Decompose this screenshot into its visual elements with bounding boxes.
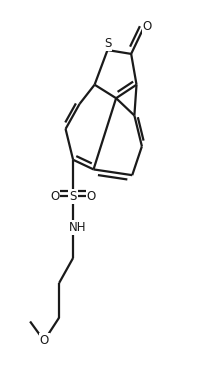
Text: NH: NH — [69, 221, 87, 234]
Text: O: O — [39, 334, 49, 347]
Text: S: S — [69, 190, 77, 203]
Text: S: S — [104, 37, 111, 50]
Text: O: O — [50, 190, 60, 203]
Text: O: O — [143, 20, 152, 33]
Text: O: O — [87, 190, 96, 203]
